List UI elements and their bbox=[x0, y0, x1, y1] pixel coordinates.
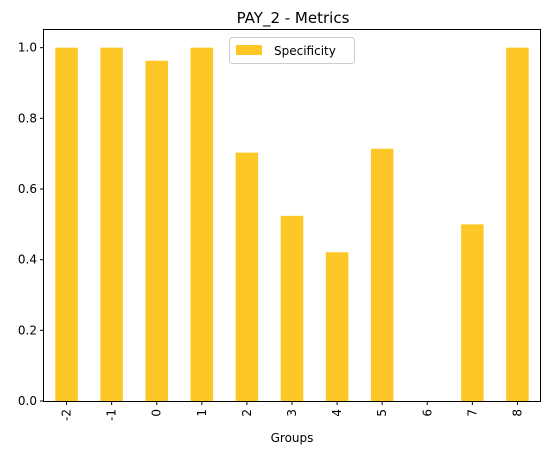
bar-3 bbox=[280, 215, 304, 401]
y-tick-label: 0.8 bbox=[18, 111, 37, 125]
x-axis: -2 -1 0 1 2 3 4 5 6 7 8 bbox=[60, 401, 524, 421]
x-tick-label: 0 bbox=[150, 409, 164, 417]
legend-label: Specificity bbox=[274, 44, 336, 58]
chart-title: PAY_2 - Metrics bbox=[237, 9, 350, 28]
bar-0 bbox=[145, 60, 168, 402]
bar-2 bbox=[235, 152, 259, 401]
x-tick-label: 8 bbox=[510, 409, 524, 417]
x-tick-label: 1 bbox=[195, 409, 209, 417]
legend: Specificity bbox=[229, 37, 355, 64]
plot-frame bbox=[43, 29, 541, 402]
x-tick-label: -1 bbox=[105, 409, 119, 421]
y-tick-label: 1.0 bbox=[18, 41, 37, 55]
bar--2 bbox=[55, 47, 78, 402]
x-tick-label: -2 bbox=[60, 409, 74, 421]
y-tick-label: 0.2 bbox=[18, 323, 37, 337]
bar-1 bbox=[190, 47, 214, 402]
bars-group bbox=[55, 47, 529, 402]
x-tick-label: 3 bbox=[285, 409, 299, 417]
x-tick-label: 6 bbox=[420, 409, 434, 417]
legend-frame bbox=[229, 37, 355, 64]
bar-4 bbox=[325, 252, 349, 401]
y-tick-label: 0.4 bbox=[18, 253, 37, 267]
x-tick-label: 5 bbox=[375, 409, 389, 417]
bar--1 bbox=[100, 47, 123, 402]
x-axis-label: Groups bbox=[271, 431, 314, 445]
y-axis: 0.0 0.2 0.4 0.6 0.8 1.0 bbox=[18, 41, 44, 408]
x-tick-label: 4 bbox=[330, 409, 344, 417]
legend-swatch bbox=[236, 45, 262, 55]
x-tick-label: 2 bbox=[240, 409, 254, 417]
bar-7 bbox=[461, 224, 484, 401]
x-tick-label: 7 bbox=[465, 409, 479, 417]
y-tick-label: 0.0 bbox=[18, 394, 37, 408]
y-tick-label: 0.6 bbox=[18, 182, 37, 196]
bar-8 bbox=[506, 47, 529, 402]
bar-5 bbox=[370, 148, 394, 401]
